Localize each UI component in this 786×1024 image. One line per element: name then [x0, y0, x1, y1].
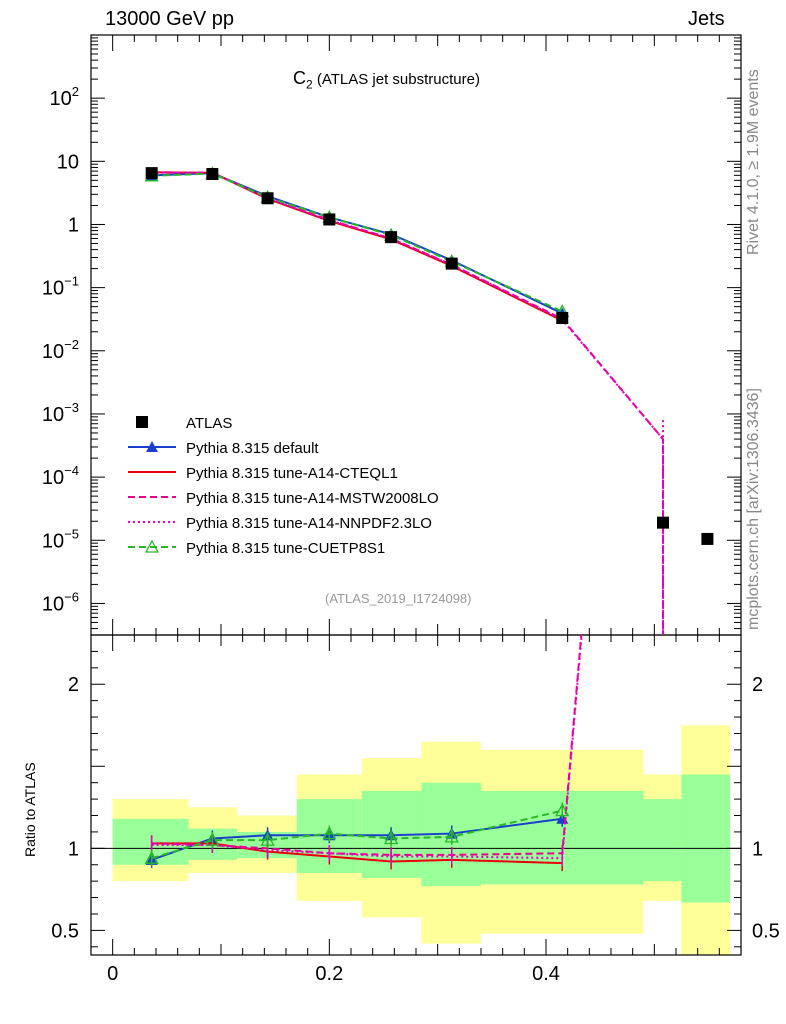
main-series [144, 166, 714, 635]
legend-marker-4 [144, 539, 160, 553]
legend-label-data: ATLAS [186, 415, 232, 432]
y-tick-label: 10−4 [42, 463, 79, 489]
ratio-marker-4 [260, 832, 275, 846]
data-point [445, 257, 458, 270]
mcplots-label: mcplots.cern.ch [arXiv:1306.3436] [745, 388, 762, 630]
x-axis-ticks [90, 35, 720, 955]
data-point [206, 167, 219, 180]
series-line-2 [151, 171, 664, 635]
ratio-marker-4 [555, 803, 570, 817]
ratio-tick-label-right: 2 [752, 674, 763, 696]
data-point [261, 192, 274, 205]
legend-label-3: Pythia 8.315 tune-A14-NNPDF2.3LO [186, 515, 432, 532]
legend-marker-0 [146, 441, 158, 452]
header-energy: 13000 GeV pp [105, 8, 234, 30]
ratio-tick-label-left: 0.5 [51, 920, 79, 942]
ratio-marker-4 [205, 832, 220, 846]
x-tick-label: 0 [107, 963, 118, 985]
ratio-marker-4 [444, 829, 459, 843]
ratio-axis-ticks [91, 650, 741, 948]
plot-title: C2 (ATLAS jet substructure) [293, 68, 480, 92]
data-point [145, 167, 158, 180]
legend-label-2: Pythia 8.315 tune-A14-MSTW2008LO [186, 490, 439, 507]
y-tick-label: 10 [57, 151, 79, 173]
data-point [385, 231, 398, 244]
y-tick-label: 10−2 [42, 337, 79, 363]
ratio-tick-label-right: 1 [752, 838, 763, 860]
y-tick-label: 10−1 [42, 274, 79, 300]
legend-label-0: Pythia 8.315 default [186, 440, 319, 457]
band-green [681, 774, 731, 903]
series-line-0 [151, 172, 563, 315]
y-tick-label: 1 [68, 214, 79, 236]
data-point [701, 532, 714, 545]
legend-marker-data [136, 416, 148, 428]
data-point [556, 312, 569, 325]
ratio-marker-4 [322, 826, 337, 840]
data-point [323, 213, 336, 226]
legend-label-4: Pythia 8.315 tune-CUETP8S1 [186, 540, 385, 557]
ratio-line-2 [151, 635, 583, 856]
x-tick-label: 0.4 [532, 963, 560, 985]
ratio-marker-4 [144, 850, 159, 864]
data-point [657, 516, 669, 529]
y-tick-label: 10−6 [42, 589, 79, 615]
y-tick-label: 10−5 [42, 526, 79, 552]
x-tick-label: 0.2 [315, 963, 343, 985]
y-tick-label: 10−3 [42, 400, 79, 426]
main-axis-ticks [91, 37, 741, 630]
band-green [643, 799, 682, 882]
ratio-axis-label: Ratio to ATLAS [22, 762, 38, 857]
analysis-reference: (ATLAS_2019_I1724098) [325, 591, 472, 606]
header-jets: Jets [688, 8, 725, 30]
ratio-tick-label-left: 2 [68, 674, 79, 696]
rivet-version-label: Rivet 4.1.0, ≥ 1.9M events [745, 69, 762, 255]
ratio-tick-label-left: 1 [68, 838, 79, 860]
ratio-marker-4 [383, 831, 399, 845]
ratio-series [144, 635, 583, 872]
legend-label-1: Pythia 8.315 tune-A14-CTEQL1 [186, 465, 398, 482]
ratio-tick-label-right: 0.5 [752, 920, 780, 942]
series-line-1 [151, 171, 563, 322]
y-tick-label: 102 [50, 84, 79, 110]
